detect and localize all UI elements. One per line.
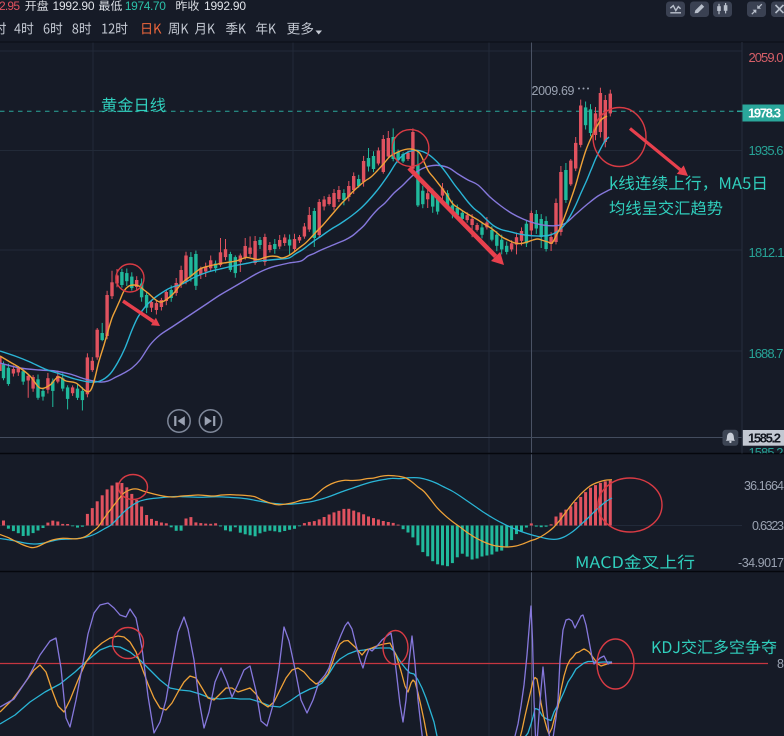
svg-text:80: 80 bbox=[777, 657, 784, 671]
svg-text:-34.9017: -34.9017 bbox=[738, 556, 784, 570]
svg-text:1992.90: 1992.90 bbox=[53, 0, 95, 13]
svg-text:1585.2: 1585.2 bbox=[749, 445, 784, 460]
svg-text:1992.90: 1992.90 bbox=[204, 0, 246, 13]
svg-text:1688.7: 1688.7 bbox=[749, 346, 784, 361]
svg-text:1585.2: 1585.2 bbox=[748, 431, 781, 446]
svg-text:1935.6: 1935.6 bbox=[749, 143, 784, 158]
svg-text:1974.70: 1974.70 bbox=[125, 0, 166, 13]
svg-text:2059.0: 2059.0 bbox=[749, 50, 784, 65]
svg-text:36.1664: 36.1664 bbox=[744, 479, 784, 493]
svg-text:1812.1: 1812.1 bbox=[749, 245, 784, 260]
svg-text:1978.3: 1978.3 bbox=[748, 106, 781, 121]
svg-text:2009.69: 2009.69 bbox=[532, 84, 575, 98]
svg-text:2.95: 2.95 bbox=[0, 0, 20, 13]
svg-text:0.6323: 0.6323 bbox=[752, 519, 784, 533]
